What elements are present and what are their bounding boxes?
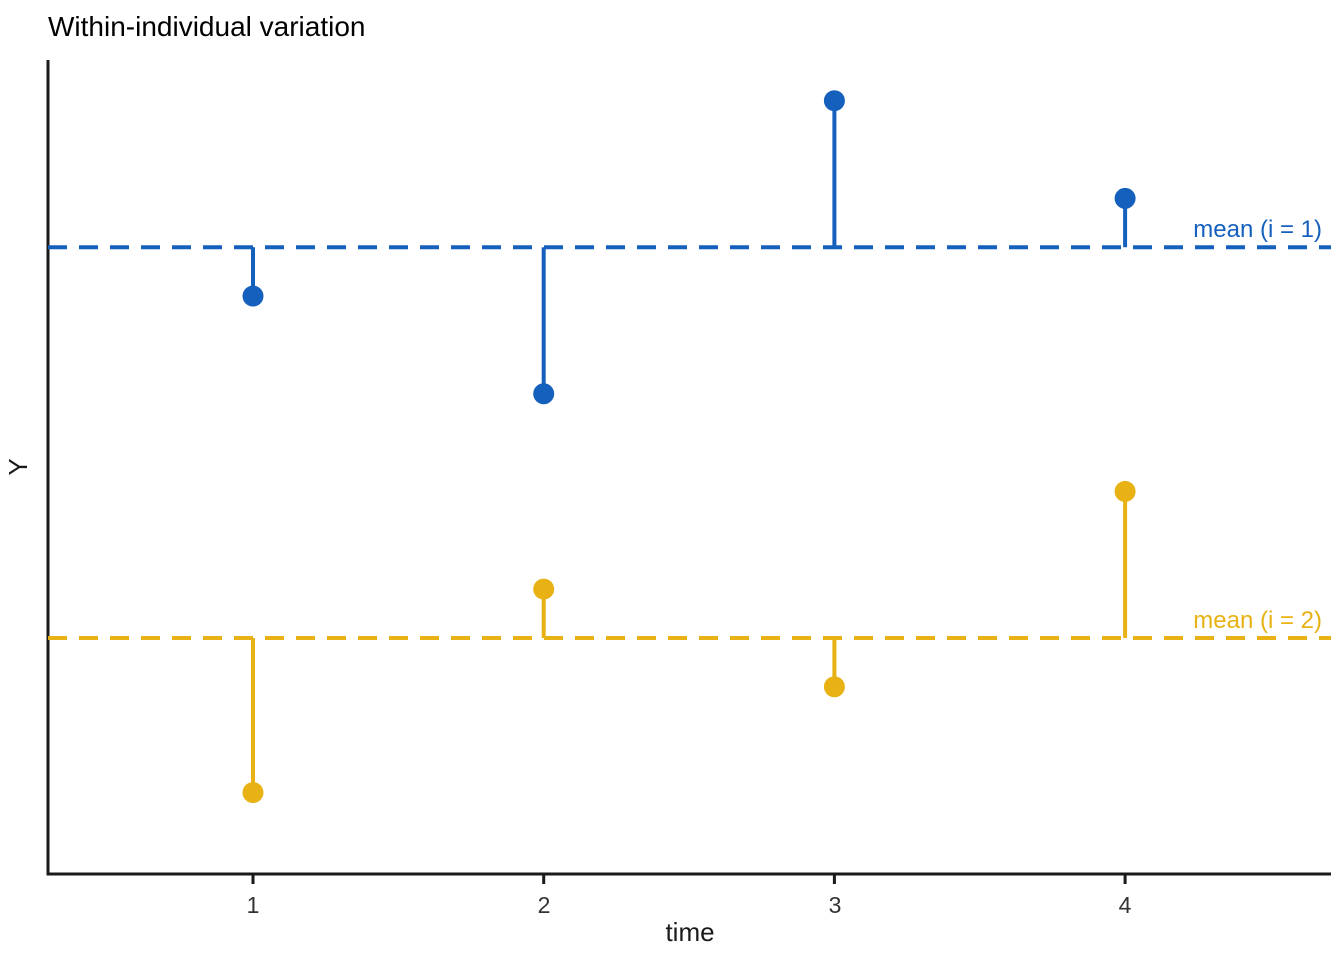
data-point: [242, 782, 264, 804]
data-point: [1114, 480, 1136, 502]
mean-label-i2: mean (i = 2): [1193, 607, 1322, 634]
series-i2: [48, 480, 1331, 804]
x-tick-label-3: 3: [829, 892, 842, 918]
axis-lines: [46, 60, 1331, 876]
chart-title: Within-individual variation: [48, 11, 365, 42]
x-tick-label-4: 4: [1119, 892, 1132, 918]
data-point: [533, 578, 555, 600]
data-point: [533, 383, 555, 405]
data-point: [1114, 187, 1136, 209]
data-point: [823, 676, 845, 698]
x-tick-label-2: 2: [538, 892, 551, 918]
series-i1: [48, 90, 1331, 405]
x-tick-label-1: 1: [247, 892, 260, 918]
series-layer: [48, 90, 1331, 804]
data-point: [242, 285, 264, 307]
y-axis-label: Y: [3, 458, 33, 475]
data-point: [823, 90, 845, 112]
mean-label-i1: mean (i = 1): [1193, 216, 1322, 243]
x-ticks-layer: [251, 874, 1127, 884]
x-axis-label: time: [665, 917, 714, 947]
